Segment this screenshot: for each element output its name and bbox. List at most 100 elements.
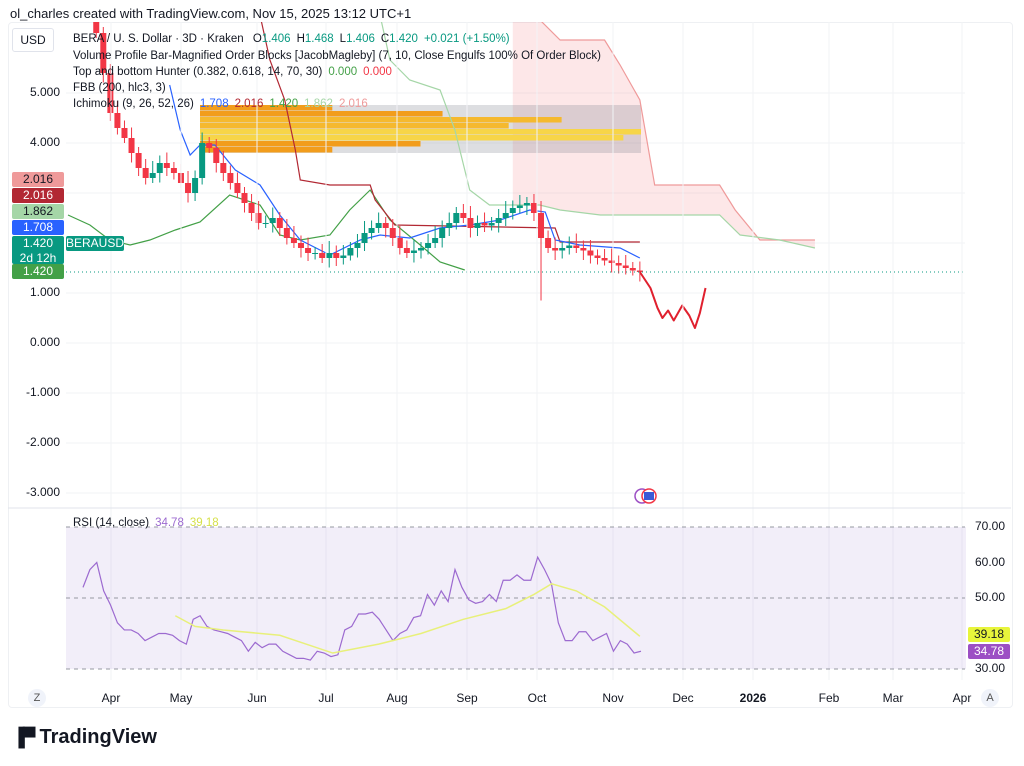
- price-axis-tick: 0.000: [29, 335, 60, 349]
- candle: [566, 236, 573, 255]
- price-label-value: 1.862: [22, 204, 54, 218]
- candle: [608, 248, 615, 273]
- candle-body: [516, 205, 523, 208]
- span-a-value: 2.016: [338, 98, 368, 110]
- candle-body: [594, 255, 601, 258]
- candle: [460, 204, 467, 223]
- open-value: 1.406: [261, 33, 291, 45]
- time-axis-tick: Jul: [318, 691, 334, 705]
- candle-body: [375, 223, 382, 228]
- candle: [290, 226, 297, 248]
- candle-body: [220, 163, 227, 173]
- candle: [439, 220, 446, 248]
- symbol-tag: BERAUSD: [66, 236, 125, 251]
- candle-body: [135, 153, 142, 168]
- high-value: 1.468: [304, 33, 334, 45]
- rsi-ma-value: 39.18: [189, 517, 219, 529]
- legend-ichimoku[interactable]: Ichimoku (9, 26, 52, 26) 1.708 2.016 1.420 1…: [73, 98, 374, 110]
- candle-body: [396, 238, 403, 248]
- candle-body: [347, 248, 354, 256]
- candle-body: [467, 218, 474, 228]
- legend-symbol[interactable]: BERA / U. S. Dollar · 3D · Kraken: [73, 33, 244, 45]
- indicator-name: Ichimoku (9, 26, 52, 26): [73, 98, 194, 110]
- candle: [594, 249, 601, 265]
- candle: [163, 152, 170, 176]
- rsi-axis-tick: 30.00: [975, 661, 1006, 675]
- indicator-name: Top and bottom Hunter (0.382, 0.618, 14,…: [73, 66, 323, 78]
- candle: [587, 240, 594, 264]
- candle-body: [481, 223, 488, 226]
- candle: [403, 240, 410, 258]
- low-value: 1.406: [346, 33, 375, 45]
- candle: [622, 255, 629, 275]
- candle: [467, 206, 474, 238]
- candle: [453, 207, 460, 230]
- candle: [410, 240, 417, 263]
- candle: [241, 187, 248, 213]
- chart-container[interactable]: [8, 22, 1013, 708]
- candle: [446, 212, 453, 236]
- candle-body: [354, 243, 361, 248]
- candle-body: [290, 238, 297, 243]
- candle-body: [121, 128, 128, 138]
- legend-fbb[interactable]: FBB (200, hlc3, 3): [73, 82, 166, 94]
- legend-top-bottom-hunter[interactable]: Top and bottom Hunter (0.382, 0.618, 14,…: [73, 66, 398, 78]
- candle-body: [622, 265, 629, 268]
- candle-body: [403, 248, 410, 253]
- candle: [283, 219, 290, 245]
- auto-scale-button[interactable]: A: [981, 689, 999, 707]
- candle-body: [297, 243, 304, 248]
- time-axis-tick: Mar: [882, 691, 904, 705]
- candle-body: [170, 168, 177, 173]
- volume-profile-bar: [200, 135, 624, 141]
- time-axis-tick: Apr: [101, 691, 121, 705]
- legend-symbol-row[interactable]: BERA / U. S. Dollar · 3D · Kraken O1.406…: [73, 33, 522, 45]
- price-axis-tick: 1.000: [29, 285, 60, 299]
- currency-button[interactable]: USD: [12, 28, 54, 52]
- close-value: 1.420: [389, 33, 418, 45]
- candle: [573, 233, 580, 253]
- candle: [227, 165, 234, 190]
- price-pane: [66, 0, 965, 494]
- legend-volume-profile[interactable]: Volume Profile Bar-Magnified Order Block…: [73, 50, 601, 62]
- rsi-value: 34.78: [155, 517, 184, 529]
- candle: [340, 245, 347, 265]
- volume-profile-bar: [200, 117, 562, 123]
- volume-profile-bar: [200, 111, 443, 117]
- candle: [206, 137, 213, 153]
- price-axis-tick: -1.000: [25, 385, 60, 399]
- candle: [636, 261, 643, 282]
- candle: [481, 212, 488, 232]
- candle-body: [142, 168, 149, 178]
- candle: [185, 171, 192, 203]
- candle: [545, 230, 552, 253]
- candle-body: [636, 270, 643, 272]
- candle-body: [227, 173, 234, 183]
- candle: [93, 22, 100, 38]
- chart-credit: ol_charles created with TradingView.com,…: [10, 6, 412, 21]
- candle: [199, 132, 206, 185]
- candle: [495, 209, 502, 233]
- candle: [396, 226, 403, 255]
- candle-body: [156, 163, 163, 173]
- price-label-value: 1.708: [22, 220, 54, 234]
- candle-body: [453, 213, 460, 223]
- candle-body: [601, 258, 608, 261]
- price-label: 2.016: [12, 172, 64, 187]
- candle-body: [474, 223, 481, 228]
- hand-drawn-projection: [639, 271, 707, 329]
- candle-body: [389, 228, 396, 238]
- us-flag-event-icon: [634, 488, 657, 504]
- kijun-line: [260, 22, 640, 243]
- rsi-legend[interactable]: RSI (14, close) 34.78 39.18: [73, 517, 225, 529]
- candle: [121, 120, 128, 143]
- legend-ohlc: O1.406 H1.468 L1.406 C1.420 +0.021 (+1.50%): [253, 33, 516, 45]
- price-label: 1.420 2d 12h: [12, 236, 64, 265]
- candle-body: [241, 193, 248, 203]
- candle: [142, 159, 149, 185]
- candle: [86, 0, 92, 10]
- h-label: H: [296, 33, 305, 45]
- price-label-value: 2.016: [22, 188, 54, 202]
- zoom-reset-button[interactable]: Z: [28, 689, 46, 707]
